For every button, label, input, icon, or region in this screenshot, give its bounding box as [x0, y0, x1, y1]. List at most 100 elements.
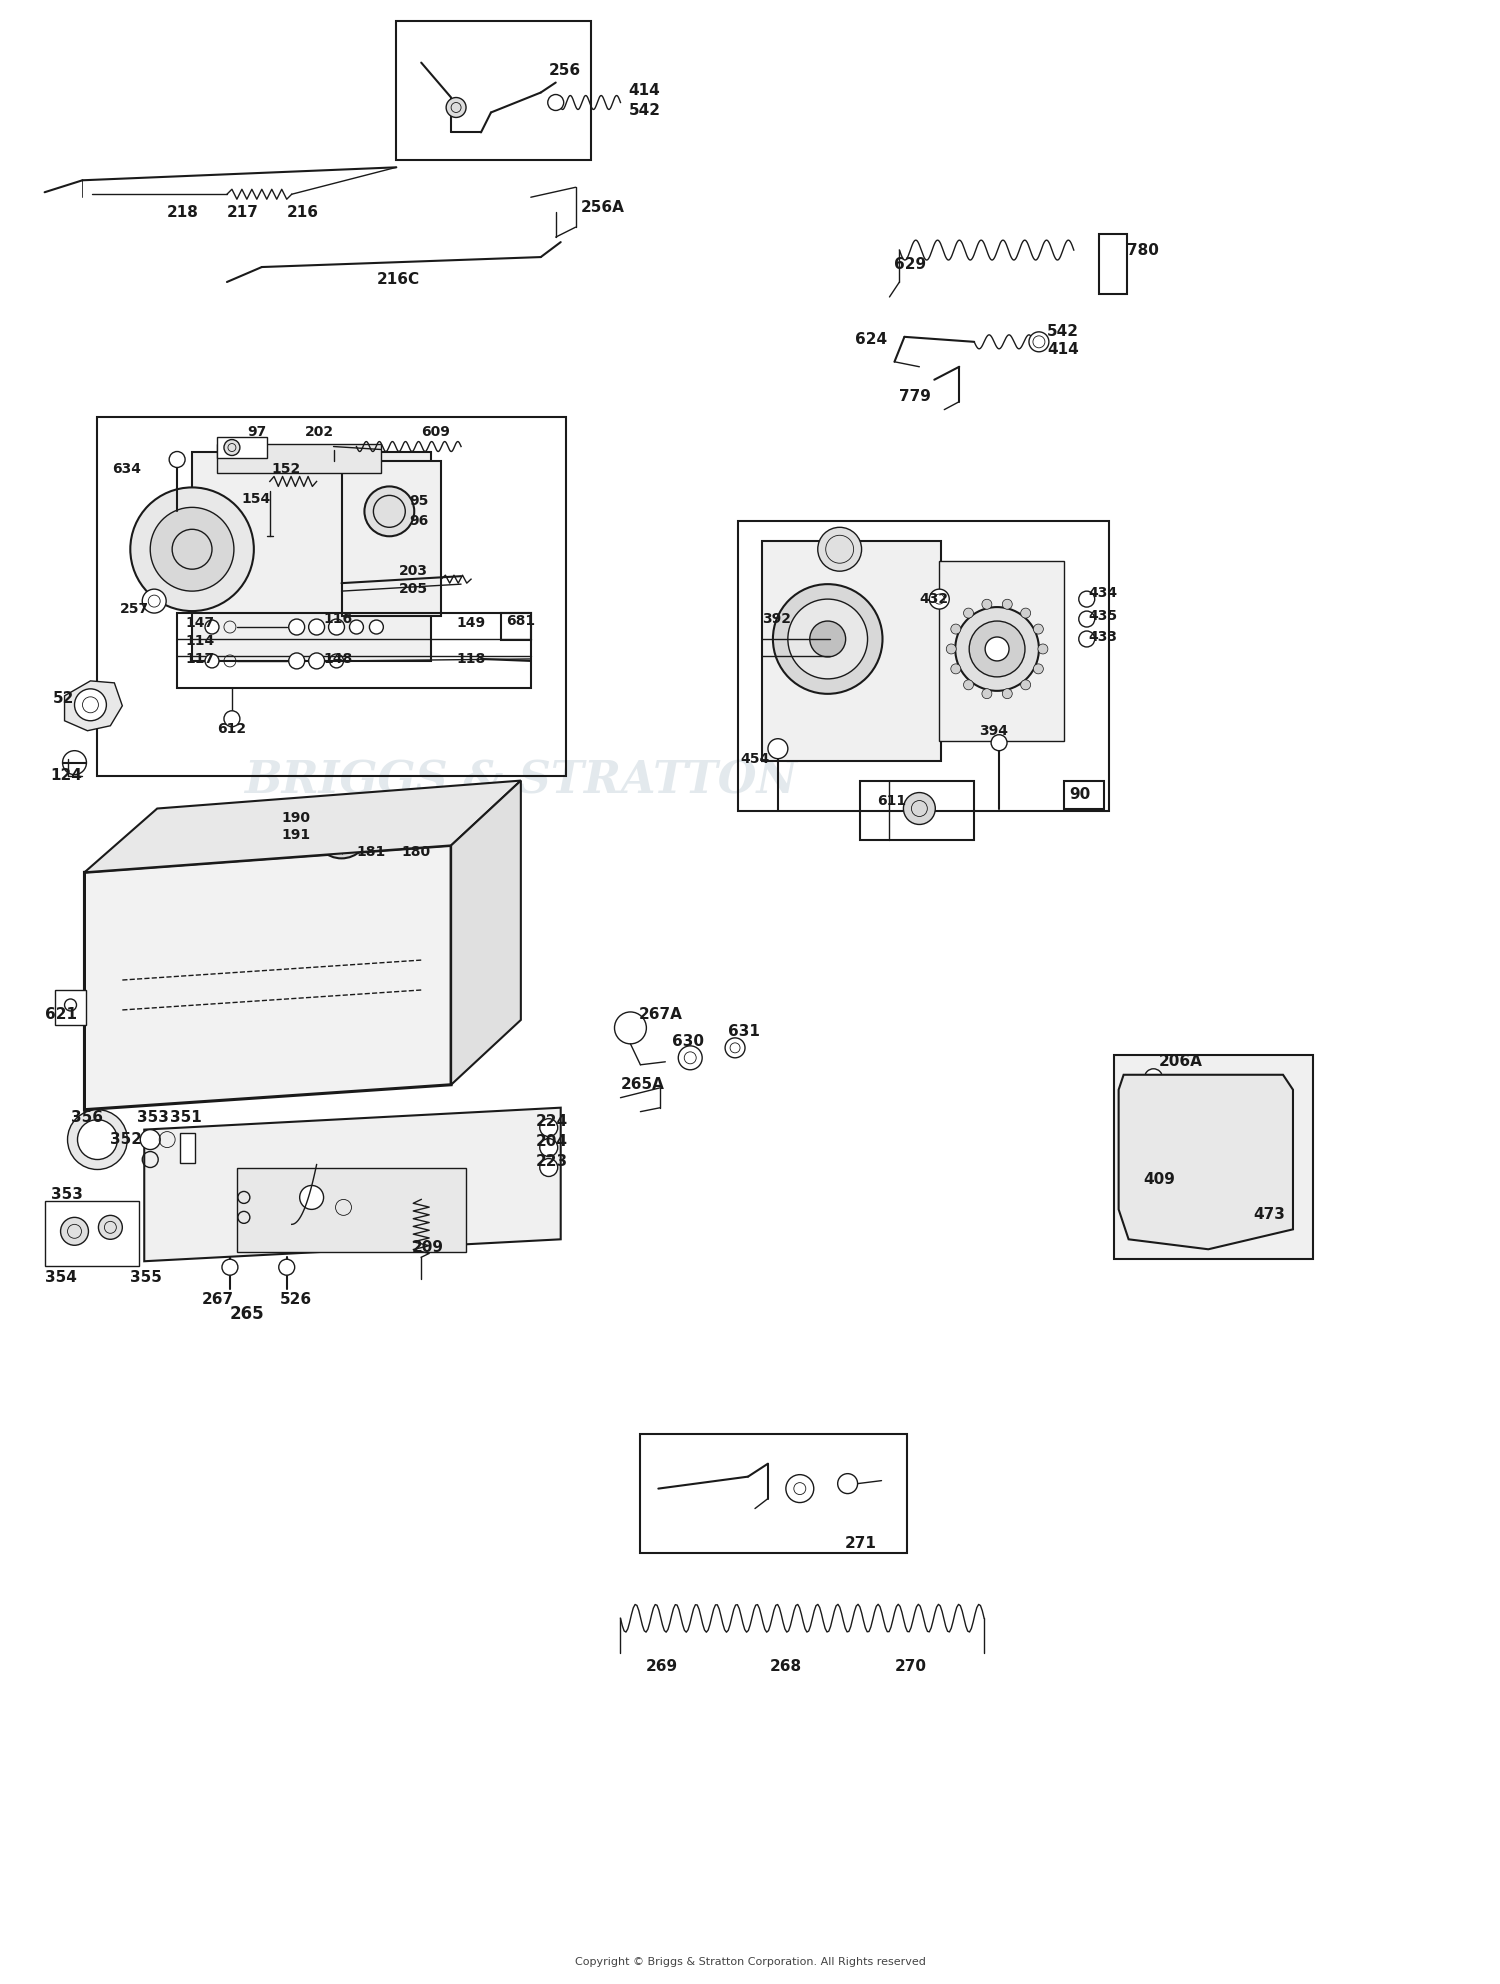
- Circle shape: [75, 688, 106, 720]
- Circle shape: [68, 1109, 128, 1169]
- Circle shape: [772, 583, 882, 694]
- Text: 190: 190: [282, 811, 310, 825]
- Circle shape: [224, 440, 240, 456]
- Text: 97: 97: [248, 425, 266, 438]
- Text: 270: 270: [894, 1659, 927, 1674]
- Bar: [351, 841, 445, 871]
- Text: 435: 435: [1089, 609, 1118, 623]
- Text: 394: 394: [980, 724, 1008, 738]
- Text: 269: 269: [645, 1659, 678, 1674]
- Circle shape: [279, 1260, 294, 1276]
- Circle shape: [963, 681, 974, 690]
- Bar: [501, 613, 531, 641]
- Circle shape: [321, 811, 362, 851]
- Text: 90: 90: [1070, 788, 1090, 802]
- Circle shape: [99, 1216, 123, 1240]
- Circle shape: [1034, 625, 1044, 635]
- Text: 355: 355: [130, 1270, 162, 1286]
- Circle shape: [956, 607, 1040, 690]
- Bar: [54, 990, 87, 1026]
- Polygon shape: [1119, 1075, 1293, 1250]
- Circle shape: [224, 710, 240, 726]
- Text: 149: 149: [456, 617, 484, 631]
- Circle shape: [1034, 665, 1044, 675]
- Circle shape: [615, 1012, 646, 1044]
- Text: 268: 268: [770, 1659, 802, 1674]
- Circle shape: [309, 653, 324, 669]
- Text: 256: 256: [549, 63, 580, 77]
- Text: 95: 95: [410, 494, 429, 508]
- Text: 611: 611: [878, 794, 906, 807]
- Text: 612: 612: [217, 722, 246, 736]
- Text: 630: 630: [672, 1034, 705, 1050]
- Text: 218: 218: [166, 204, 200, 220]
- Text: 542: 542: [1047, 323, 1078, 339]
- Circle shape: [170, 452, 184, 468]
- Circle shape: [786, 1474, 814, 1502]
- Bar: [738, 522, 1108, 811]
- Text: 267A: 267A: [639, 1008, 682, 1022]
- Circle shape: [364, 486, 414, 536]
- Text: 634: 634: [112, 462, 141, 476]
- Text: 624: 624: [855, 333, 886, 347]
- Text: 152: 152: [272, 462, 302, 476]
- Bar: [396, 20, 591, 161]
- Circle shape: [768, 738, 788, 758]
- Text: 454: 454: [740, 752, 770, 766]
- Circle shape: [63, 750, 87, 774]
- Circle shape: [969, 621, 1024, 677]
- Circle shape: [328, 619, 345, 635]
- Bar: [1113, 1055, 1312, 1260]
- Text: 224: 224: [536, 1115, 568, 1129]
- Text: 147: 147: [184, 617, 214, 631]
- Circle shape: [350, 621, 363, 635]
- Circle shape: [206, 655, 219, 669]
- Bar: [192, 452, 430, 661]
- Text: 629: 629: [894, 256, 927, 272]
- Circle shape: [1002, 688, 1013, 698]
- Text: 181: 181: [357, 845, 386, 859]
- Polygon shape: [84, 780, 520, 873]
- Text: 205: 205: [399, 581, 429, 595]
- Text: 267: 267: [202, 1292, 234, 1307]
- Circle shape: [1029, 331, 1048, 351]
- Circle shape: [142, 589, 166, 613]
- Circle shape: [141, 1129, 160, 1149]
- Text: 409: 409: [1143, 1173, 1176, 1186]
- Text: BRIGGS & STRATTON: BRIGGS & STRATTON: [244, 760, 798, 802]
- Bar: [217, 444, 381, 474]
- Circle shape: [1136, 1121, 1191, 1177]
- Circle shape: [1038, 645, 1048, 655]
- Text: 154: 154: [242, 492, 272, 506]
- Circle shape: [1222, 1159, 1254, 1190]
- Text: 265: 265: [230, 1305, 264, 1323]
- Text: 191: 191: [282, 829, 310, 843]
- Polygon shape: [144, 1107, 561, 1262]
- Circle shape: [986, 637, 1010, 661]
- Circle shape: [288, 653, 304, 669]
- Circle shape: [60, 1218, 88, 1246]
- Text: 180: 180: [402, 845, 430, 859]
- Circle shape: [1144, 1069, 1162, 1087]
- Circle shape: [1078, 591, 1095, 607]
- Circle shape: [1020, 681, 1031, 690]
- Circle shape: [314, 804, 369, 859]
- Text: 271: 271: [844, 1536, 876, 1551]
- Text: 392: 392: [762, 611, 790, 627]
- Bar: [217, 436, 267, 458]
- Text: 124: 124: [51, 768, 82, 784]
- Circle shape: [150, 508, 234, 591]
- Text: 96: 96: [410, 514, 429, 528]
- Circle shape: [369, 621, 384, 635]
- Bar: [180, 1133, 195, 1163]
- Text: 223: 223: [536, 1155, 568, 1169]
- Circle shape: [982, 599, 992, 609]
- Bar: [45, 1202, 140, 1266]
- Bar: [177, 613, 531, 688]
- Text: 203: 203: [399, 563, 429, 577]
- Polygon shape: [84, 845, 452, 1109]
- Text: 206A: 206A: [1158, 1054, 1203, 1069]
- Circle shape: [446, 97, 466, 117]
- Text: 779: 779: [900, 389, 932, 405]
- Circle shape: [837, 1474, 858, 1494]
